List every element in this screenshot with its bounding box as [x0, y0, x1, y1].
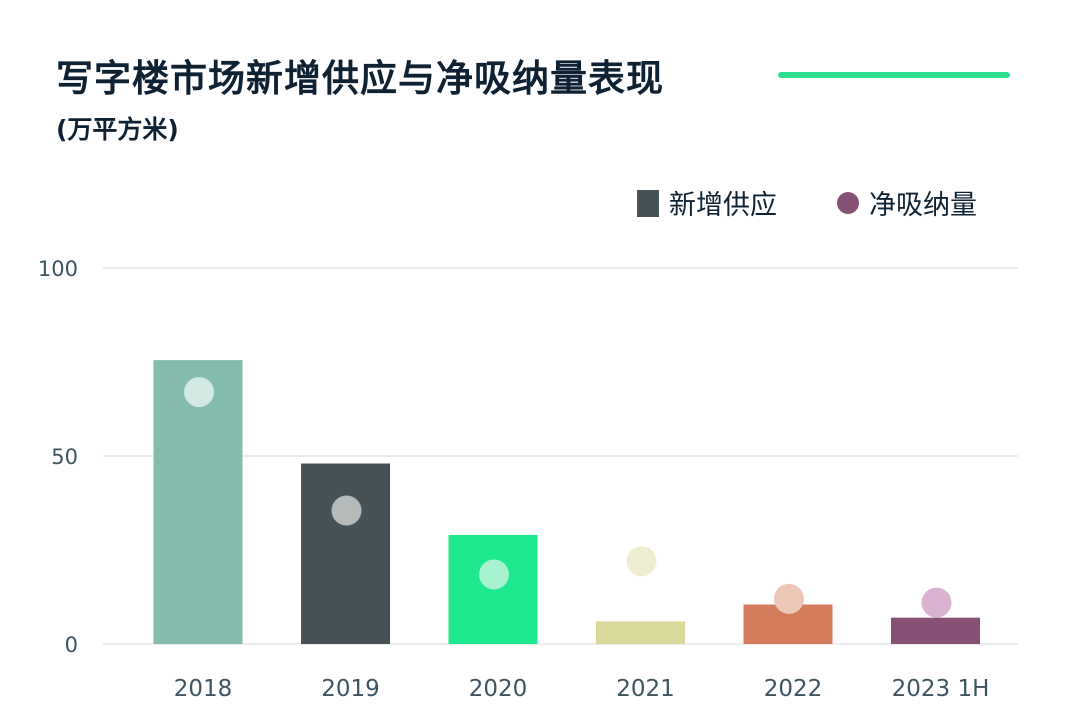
legend-dot-swatch: [837, 192, 859, 214]
dot-net-absorption: [479, 559, 509, 590]
legend-label-supply: 新增供应: [669, 190, 777, 221]
y-tick-label: 0: [65, 633, 78, 657]
title-accent-line: [778, 72, 1010, 78]
bar-supply: [448, 534, 538, 644]
legend-bar-swatch: [637, 190, 659, 217]
dot-net-absorption: [921, 587, 952, 618]
y-tick-label: 100: [38, 257, 78, 281]
bar-supply: [301, 463, 390, 644]
bar-supply: [596, 621, 685, 644]
x-tick-label: 2020: [469, 676, 528, 702]
dot-net-absorption: [774, 583, 804, 614]
x-tick-label: 2023 1H: [892, 676, 990, 702]
legend-label-absorption: 净吸纳量: [869, 190, 977, 221]
y-tick-label: 50: [51, 445, 78, 469]
dot-net-absorption: [331, 495, 362, 526]
x-tick-label: 2021: [616, 676, 675, 702]
x-tick-label: 2019: [321, 676, 380, 702]
chart-title: 写字楼市场新增供应与净吸纳量表现: [56, 57, 664, 100]
dot-net-absorption: [184, 377, 214, 408]
dot-net-absorption: [626, 546, 657, 577]
bar-supply: [891, 617, 980, 644]
x-tick-label: 2022: [764, 676, 823, 702]
bar-supply: [153, 360, 243, 644]
chart-unit-subtitle: (万平方米): [56, 115, 179, 144]
x-tick-label: 2018: [174, 676, 233, 702]
